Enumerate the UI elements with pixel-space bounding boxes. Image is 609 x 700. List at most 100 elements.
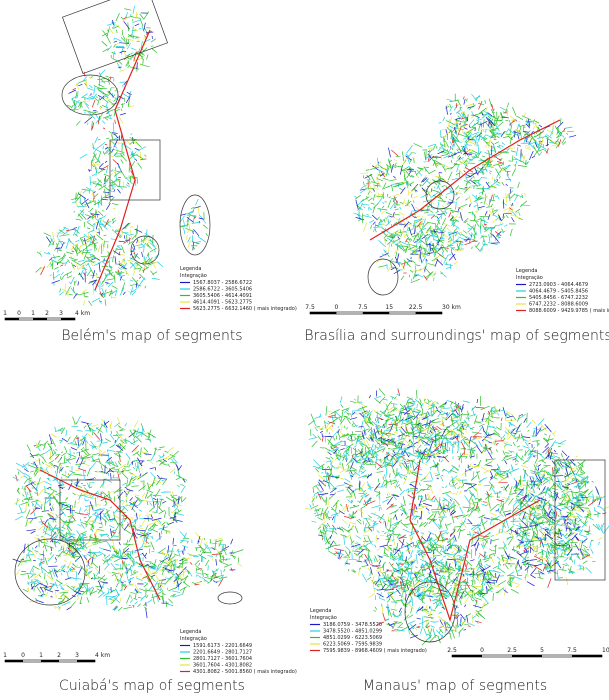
street-segment: [73, 210, 76, 213]
street-segment: [496, 223, 504, 227]
street-segment: [391, 184, 394, 192]
street-segment: [101, 105, 109, 109]
street-segment: [105, 108, 111, 111]
street-segment: [99, 291, 103, 297]
street-segment: [183, 219, 186, 228]
street-segment: [106, 101, 108, 108]
street-segment: [142, 58, 144, 65]
street-segment: [150, 270, 155, 276]
street-segment: [152, 277, 160, 280]
street-segment: [487, 214, 491, 220]
street-segment: [95, 219, 105, 224]
street-segment: [435, 210, 440, 214]
street-segment: [71, 259, 80, 266]
street-segment: [113, 95, 122, 102]
street-segment: [87, 216, 91, 220]
street-segment: [103, 234, 107, 236]
street-segment: [64, 260, 69, 267]
street-segment: [144, 154, 147, 157]
street-segment: [102, 151, 105, 155]
street-segment: [105, 203, 111, 210]
street-segment: [107, 109, 115, 113]
street-segment: [460, 233, 468, 238]
street-segment: [46, 259, 53, 269]
street-segment: [124, 8, 132, 11]
street-segment: [92, 162, 98, 170]
street-segment: [85, 296, 89, 298]
street-segment: [103, 185, 110, 192]
street-segment: [98, 89, 105, 95]
street-segment: [133, 253, 140, 260]
street-segment: [372, 188, 376, 192]
street-segment: [49, 274, 52, 277]
street-segment: [121, 274, 126, 277]
street-segment: [123, 238, 131, 244]
street-segment: [100, 255, 108, 258]
street-segment: [87, 262, 92, 271]
street-segment: [183, 227, 186, 235]
street-segment: [119, 69, 126, 72]
street-segment: [125, 95, 131, 104]
street-segment: [136, 62, 138, 70]
street-segment: [387, 199, 392, 208]
street-segment: [91, 154, 95, 164]
street-segment: [114, 119, 116, 124]
street-segment: [106, 179, 109, 183]
street-segment: [79, 250, 83, 256]
street-segment: [140, 40, 143, 49]
street-segment: [369, 219, 375, 224]
street-segment: [191, 241, 200, 245]
street-segment: [135, 262, 139, 267]
street-segment: [82, 190, 87, 194]
street-segment: [143, 256, 146, 263]
street-segment: [65, 239, 70, 249]
street-segment: [421, 178, 429, 186]
maps: [12, 0, 609, 646]
street-segment: [84, 201, 92, 206]
street-segment: [56, 232, 59, 238]
street-segment: [128, 233, 134, 236]
street-segment: [415, 215, 421, 218]
street-segment: [131, 234, 136, 240]
street-segment: [97, 258, 100, 261]
street-segment: [118, 267, 122, 270]
street-segment: [54, 266, 59, 270]
street-segment: [502, 202, 507, 206]
street-segment: [92, 146, 102, 153]
street-segment: [455, 196, 460, 201]
street-segment: [473, 204, 477, 208]
street-segment: [113, 139, 119, 148]
street-segment: [136, 53, 144, 58]
street-segment: [440, 151, 446, 155]
street-segment: [144, 242, 152, 249]
street-segment: [76, 262, 79, 270]
street-segment: [103, 273, 108, 283]
street-segment: [478, 190, 486, 194]
street-segment: [82, 264, 87, 274]
street-segment: [494, 231, 502, 237]
street-segment: [81, 198, 89, 205]
street-segment: [91, 122, 95, 131]
street-segment: [50, 255, 61, 259]
street-segment: [99, 106, 102, 111]
street-segment: [108, 27, 114, 35]
street-segment: [130, 287, 134, 295]
street-segment: [113, 44, 116, 48]
street-segment: [102, 146, 104, 150]
street-segment: [187, 236, 191, 243]
street-segment: [111, 134, 114, 140]
street-segment: [73, 99, 80, 103]
street-segment: [82, 300, 86, 306]
street-segment: [88, 300, 93, 306]
street-segment: [107, 91, 111, 95]
street-segment: [442, 187, 452, 191]
street-segment: [89, 235, 92, 239]
street-segment: [118, 240, 126, 243]
street-segment: [72, 230, 77, 236]
street-segment: [105, 282, 110, 285]
street-segment: [496, 178, 499, 181]
street-segment: [93, 289, 97, 292]
street-segment: [132, 283, 134, 287]
street-segment: [91, 99, 96, 108]
street-segment: [86, 220, 91, 222]
